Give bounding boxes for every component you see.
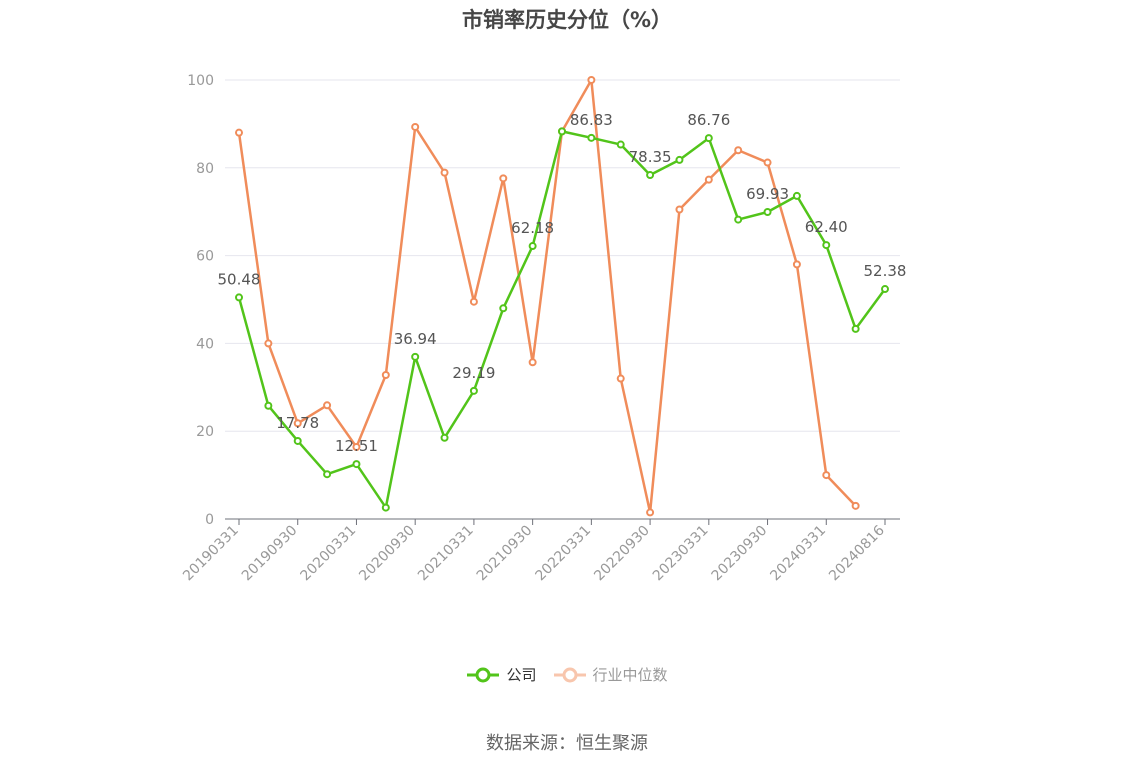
- data-point: [763, 208, 772, 217]
- data-point: [499, 304, 508, 313]
- data-point: [792, 191, 801, 200]
- x-tick-label: 20220930: [591, 523, 653, 585]
- legend-item-company[interactable]: 公司: [466, 664, 537, 685]
- data-point: [528, 358, 537, 367]
- data-label-layer: 50.48 17.78 12.51 36.94 29.19 62.18 86.83 78.35…: [218, 111, 907, 455]
- data-point: [822, 241, 831, 250]
- data-label: 62.18: [511, 219, 554, 237]
- data-point: [235, 293, 243, 302]
- y-tick-label: 100: [187, 73, 214, 89]
- data-label: 29.19: [452, 364, 495, 382]
- data-point: [646, 171, 655, 180]
- data-label: 86.76: [687, 111, 730, 129]
- y-tick-label: 40: [196, 336, 214, 352]
- x-tick-label: 20210331: [415, 523, 477, 585]
- data-point: [587, 133, 596, 142]
- x-tick-label: 20240331: [767, 523, 829, 585]
- data-point: [822, 471, 831, 480]
- data-point: [734, 146, 743, 155]
- data-label: 78.35: [629, 148, 672, 166]
- source-note: 数据来源：恒生聚源: [486, 733, 648, 754]
- x-tick-label: 20220331: [532, 523, 594, 585]
- data-point: [440, 433, 449, 442]
- data-point: [293, 419, 302, 428]
- x-tick-label: 20200930: [356, 523, 418, 585]
- data-point: [734, 215, 743, 224]
- data-point: [851, 324, 860, 333]
- data-point: [381, 371, 390, 380]
- data-point: [235, 128, 243, 137]
- data-point: [646, 508, 655, 517]
- data-label: 69.93: [746, 185, 789, 203]
- data-label: 17.78: [276, 414, 319, 432]
- data-point: [469, 386, 478, 395]
- series-layer: [235, 76, 889, 517]
- data-point: [381, 503, 390, 512]
- x-tick-label: 20190930: [239, 523, 301, 585]
- legend-label-company: 公司: [506, 666, 537, 684]
- data-point: [881, 285, 889, 294]
- grid-layer: [225, 79, 900, 432]
- data-point: [293, 436, 302, 445]
- legend-label-industry-median: 行业中位数: [592, 666, 668, 684]
- legend-item-industry-median[interactable]: 行业中位数: [553, 664, 668, 685]
- chart-plot: 0 20 40 60 80 100 2019033120190930202003312020…: [180, 73, 907, 584]
- x-tick-label: 20230331: [650, 523, 712, 585]
- data-point: [411, 352, 420, 361]
- data-point: [323, 401, 332, 410]
- data-point: [469, 297, 478, 306]
- data-label: 12.51: [335, 437, 378, 455]
- x-tick-label: 20190331: [180, 523, 242, 585]
- data-label: 62.40: [805, 218, 848, 236]
- x-tick-label: 20240816: [826, 522, 888, 584]
- data-point: [704, 134, 713, 143]
- y-tick-label: 20: [196, 424, 214, 440]
- data-label: 36.94: [394, 330, 437, 348]
- data-label: 50.48: [218, 270, 261, 288]
- data-point: [440, 168, 449, 177]
- data-label: 52.38: [864, 262, 907, 280]
- data-point: [704, 175, 713, 184]
- data-point: [323, 470, 332, 479]
- data-label: 86.83: [570, 111, 613, 129]
- y-tick-label: 80: [196, 161, 214, 177]
- x-tick-label: 20210930: [474, 523, 536, 585]
- data-point: [675, 205, 684, 214]
- legend-line-circle-icon: [467, 667, 500, 682]
- data-point: [792, 260, 801, 269]
- legend: 公司 行业中位数: [0, 664, 1134, 685]
- chart-title: 市销率历史分位（%）: [461, 8, 673, 32]
- data-point: [851, 501, 860, 510]
- data-point: [264, 401, 273, 410]
- data-point: [616, 140, 625, 149]
- x-tick-label: 20200331: [298, 523, 360, 585]
- x-tick-label: 20230930: [709, 523, 771, 585]
- legend-line-circle-icon: [553, 667, 586, 682]
- y-tick-label: 60: [196, 249, 214, 265]
- axis-layer: 0 20 40 60 80 100 2019033120190930202003312020…: [180, 73, 900, 584]
- data-point: [499, 174, 508, 183]
- data-point: [352, 460, 361, 469]
- data-point: [411, 122, 420, 131]
- data-point: [675, 155, 684, 164]
- data-point: [558, 127, 566, 136]
- data-point: [264, 339, 273, 348]
- data-point: [528, 242, 537, 251]
- data-point: [352, 443, 361, 452]
- data-point: [763, 158, 772, 167]
- data-point: [616, 374, 625, 383]
- series-line-industry-median: [237, 78, 857, 514]
- y-tick-label: 0: [205, 512, 214, 528]
- data-point: [587, 76, 596, 84]
